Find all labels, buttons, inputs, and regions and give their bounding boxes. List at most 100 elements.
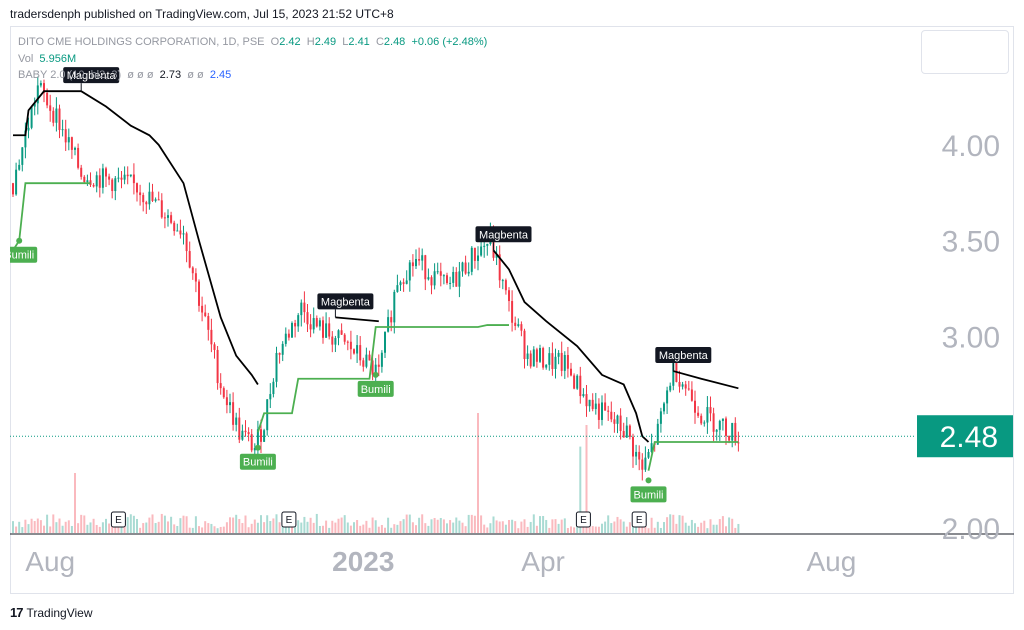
candle-body [610,411,613,420]
candle-body [625,425,628,438]
candle-body [80,167,83,177]
candle-body [377,364,380,367]
volume-bar [312,522,315,533]
volume-bar [61,525,64,533]
earnings-marker[interactable]: E [110,511,126,528]
volume-bar [368,527,371,533]
volume-bar [421,514,424,533]
volume-bar [191,527,194,533]
candle-body [399,282,402,286]
volume-bar [418,517,421,533]
buy-signal-label[interactable]: Bumili [239,444,276,470]
volume-bar [520,521,523,533]
volume-bar [563,518,566,533]
candle-body [349,341,352,350]
volume-bar [238,518,241,533]
candle-body [529,353,532,367]
candle-body [52,110,55,123]
candle-body [535,349,538,362]
indicator-name[interactable]: BABY 2.0 (10, hl2, 3) [18,69,122,81]
volume-bar [182,515,185,533]
volume-bar [498,521,501,533]
candle-body [408,262,411,281]
sell-signal-label[interactable]: Magbenta [63,67,120,92]
candle-body [95,175,98,187]
candle-body [247,432,250,435]
volume-bar [235,514,238,533]
volume-bar [83,515,86,533]
signal-text: Bumili [634,489,664,501]
indicator-na-values: ø ø ø [127,69,154,81]
buy-signal-label[interactable]: Bumili [630,477,667,503]
candle-body [356,345,359,354]
candle-body [690,389,693,401]
candle-body [39,83,42,86]
candle-body [101,168,104,188]
candle-body [250,434,253,451]
volume-bar [70,525,73,533]
volume-bar [306,521,309,533]
volume-bar [297,520,300,533]
volume-bar [86,524,89,533]
volume-bar [470,514,473,533]
candle-body [498,254,501,281]
candle-body [337,330,340,339]
footer-brand: 17 TradingView [10,605,93,620]
symbol-name[interactable]: DITO CME HOLDINGS CORPORATION, 1D, PSE [18,36,265,48]
candle-body [591,399,594,410]
sell-signal-label[interactable]: Magbenta [655,347,712,372]
volume-bar [638,526,641,533]
candle-body [272,381,275,395]
candle-body [334,338,337,345]
volume-bar [504,524,507,533]
candle-body [294,323,297,327]
candle-body [449,282,452,284]
candle-body [405,280,408,284]
candle-body [656,423,659,445]
low-value: 2.41 [348,36,370,48]
sell-signal-label[interactable]: Magbenta [475,226,532,251]
earnings-marker[interactable]: E [281,511,297,528]
candle-body [650,443,653,452]
candle-body [585,394,588,407]
buy-signal-label[interactable]: Bumili [10,237,38,263]
volume-bar [275,514,278,533]
volume-bar [594,526,597,533]
candle-body [715,429,718,432]
volume-bar [343,515,346,533]
volume-label[interactable]: Vol [18,53,34,65]
candle-body [455,271,458,287]
buy-signal-label[interactable]: Bumili [357,371,394,397]
time-axis-label: Aug [25,546,75,577]
buy-signal-dot [254,444,261,451]
volume-bar [188,527,191,533]
volume-bar [179,518,182,533]
volume-bar [151,514,154,533]
volume-bar [213,526,216,533]
candle-body [12,183,14,195]
candle-body [393,291,396,323]
volume-bar [27,524,30,533]
earnings-marker[interactable]: E [631,511,647,528]
volume-bar [167,521,169,533]
earnings-marker-box [575,511,591,528]
candle-body [616,415,619,424]
volume-bar [12,521,14,533]
candle-body [514,322,517,326]
candle-body [390,317,393,323]
volume-bar [731,518,734,533]
price-chart[interactable]: Bumili Magbenta Bumili Magbenta Bumili Magben… [10,26,1014,594]
volume-bar [377,526,380,533]
candle-body [238,417,241,440]
sell-signal-label[interactable]: Magbenta [317,293,374,318]
volume-bar [250,523,253,533]
volume-bar [687,525,690,533]
volume-bar [597,526,600,533]
volume-bar [92,518,95,533]
indicator-value-2: 2.45 [209,69,232,81]
candle-body [86,180,89,183]
earnings-marker[interactable]: E [575,511,591,528]
candle-body [566,354,569,369]
candle-body [725,418,727,436]
volume-bar [216,528,219,533]
